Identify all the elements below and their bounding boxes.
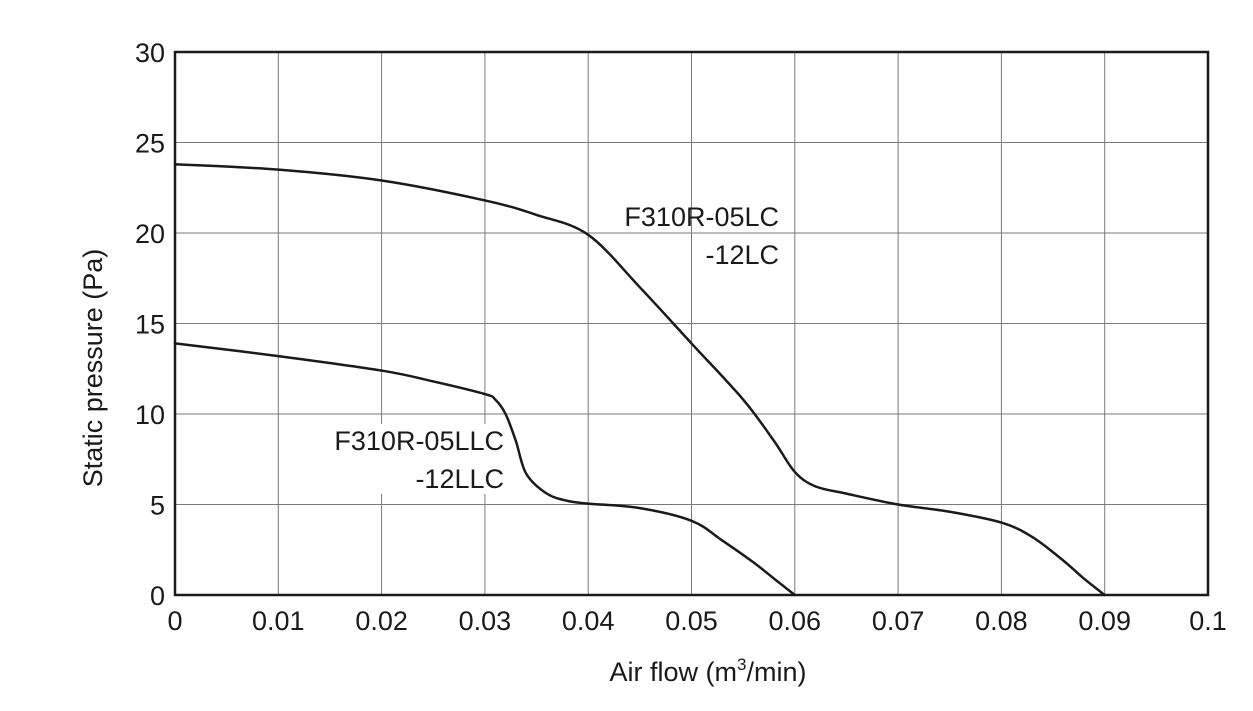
series-label-llc-line1: F310R-05LLC [334,426,504,456]
y-tick-label: 25 [135,129,165,159]
x-tick-label: 0 [167,606,182,636]
x-tick-label: 0.04 [562,606,615,636]
x-tick-label: 0.03 [459,606,512,636]
y-tick-label: 10 [135,400,165,430]
series-curves [173,162,1106,597]
y-tick-label: 5 [150,491,165,521]
series-label-llc: F310R-05LLC -12LLC [334,424,508,494]
x-tick-labels: 0 0.01 0.02 0.03 0.04 0.05 0.06 0.07 0.08 0.09 0.1 [167,606,1226,636]
x-tick-label: 0.1 [1189,606,1227,636]
y-tick-labels: 0 5 10 15 20 25 30 [135,38,165,611]
series-label-llc-background [336,424,508,494]
x-tick-label: 0.05 [665,606,718,636]
series-label-lc-line1: F310R-05LC [624,202,779,232]
x-axis-title-superscript: 3 [737,655,746,674]
x-tick-label: 0.01 [252,606,305,636]
x-axis-title: Air flow (m3/min) [610,655,807,687]
series-curve-f310r-05llc [173,342,797,597]
series-label-lc: F310R-05LC -12LC [624,202,779,270]
x-tick-label: 0.06 [769,606,822,636]
x-tick-label: 0.02 [355,606,408,636]
grid-lines [175,52,1208,595]
x-tick-label: 0.07 [872,606,925,636]
series-curve-f310r-05lc [173,162,1106,597]
x-tick-label: 0.08 [975,606,1028,636]
series-label-llc-line2: -12LLC [415,464,504,494]
y-tick-label: 0 [150,581,165,611]
x-tick-label: 0.09 [1078,606,1131,636]
y-axis-title: Static pressure (Pa) [78,249,108,488]
y-tick-label: 30 [135,38,165,68]
series-label-lc-line2: -12LC [705,240,779,270]
y-tick-label: 20 [135,219,165,249]
y-tick-label: 15 [135,310,165,340]
plot-frame [173,50,1210,597]
